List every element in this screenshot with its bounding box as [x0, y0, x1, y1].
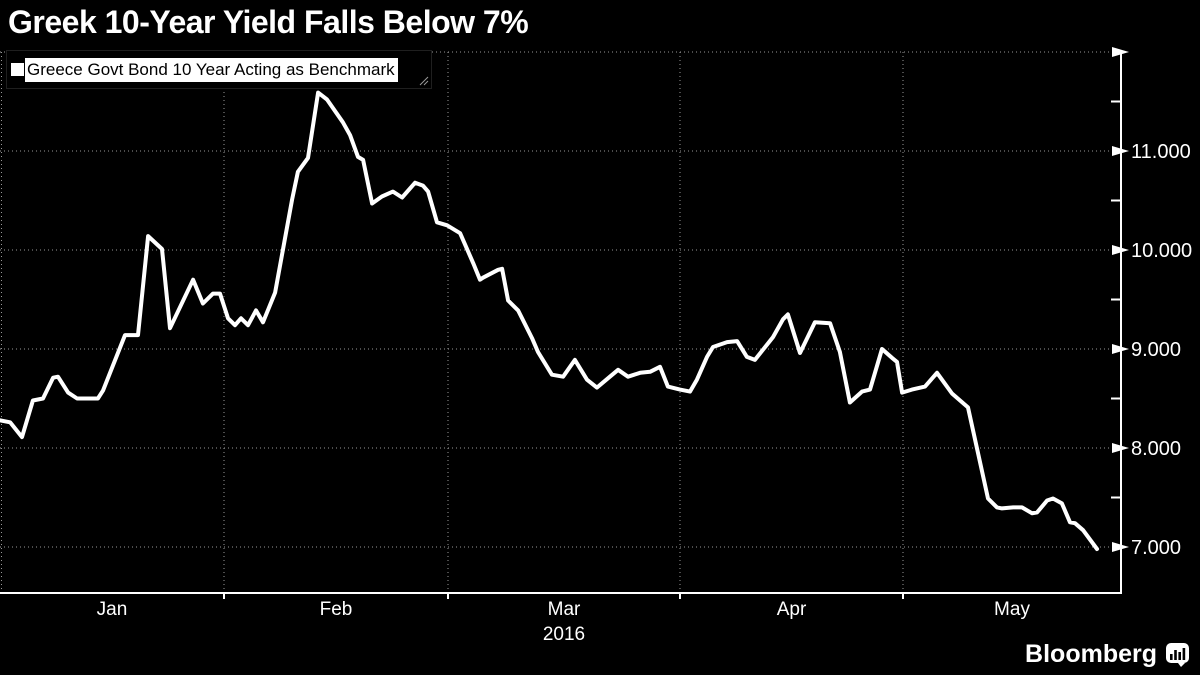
y-tick-arrow: [1112, 443, 1129, 453]
y-tick-label: 11.000: [1131, 141, 1191, 163]
chart-title: Greek 10-Year Yield Falls Below 7%: [8, 4, 529, 40]
y-tick-label: 10.000: [1131, 240, 1192, 262]
bloomberg-wordmark: Bloomberg: [1025, 640, 1157, 668]
y-tick-label: 9.000: [1131, 339, 1181, 361]
y-tick-arrow: [1112, 542, 1129, 552]
y-axis-top-arrow: [1112, 47, 1129, 57]
legend-label: Greece Govt Bond 10 Year Acting as Bench…: [25, 57, 398, 82]
x-tick-label: Feb: [320, 599, 353, 620]
series-marker-icon: [11, 63, 24, 76]
series-line: [0, 90, 1099, 551]
bloomberg-chart-bubble-icon: [1166, 643, 1189, 667]
y-tick-label: 7.000: [1131, 537, 1181, 559]
x-tick-label: Apr: [777, 599, 807, 620]
legend-box[interactable]: Greece Govt Bond 10 Year Acting as Bench…: [6, 50, 432, 89]
y-tick-arrow: [1112, 146, 1129, 156]
bloomberg-logo: Bloomberg: [1025, 640, 1190, 669]
x-axis-year-label: 2016: [543, 624, 585, 645]
x-tick-label: May: [994, 599, 1030, 620]
y-tick-arrow: [1112, 245, 1129, 255]
y-tick-label: 8.000: [1131, 438, 1181, 460]
x-tick-label: Jan: [97, 599, 128, 620]
y-tick-arrow: [1112, 344, 1129, 354]
resize-grip-icon[interactable]: [417, 74, 429, 86]
x-tick-label: Mar: [548, 599, 581, 620]
